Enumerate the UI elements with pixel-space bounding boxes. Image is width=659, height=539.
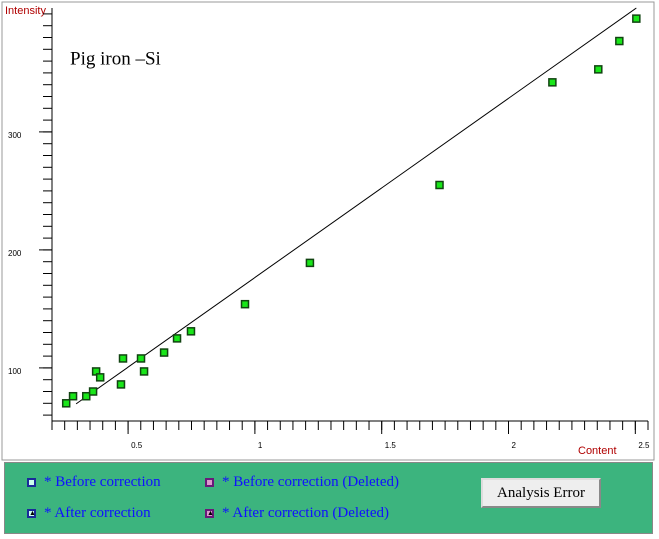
point bbox=[116, 380, 126, 389]
y-tick-label: 100 bbox=[8, 367, 22, 376]
x-tick-label: 2 bbox=[512, 441, 517, 450]
point bbox=[632, 14, 641, 23]
y-tick-label: 200 bbox=[8, 249, 22, 258]
analysis-error-button[interactable]: Analysis Error bbox=[481, 478, 601, 508]
point bbox=[240, 299, 250, 309]
legend-item: * Before correction bbox=[27, 474, 161, 491]
legend-text: * After correction (Deleted) bbox=[222, 505, 389, 521]
x-tick-label: 1 bbox=[258, 441, 263, 450]
chart: Intensity Content Pig iron –Si 0.5 1 1.5 2 2… bbox=[1, 1, 655, 461]
legend-item: ▲ * After correction bbox=[27, 505, 151, 522]
icon: ▲ bbox=[205, 509, 214, 518]
point bbox=[88, 387, 98, 396]
point bbox=[95, 373, 105, 382]
point bbox=[186, 327, 196, 336]
x-tick-label: 2.5 bbox=[638, 441, 650, 450]
point bbox=[81, 391, 91, 401]
icon bbox=[27, 478, 36, 487]
chart-frame bbox=[1, 1, 655, 461]
point bbox=[435, 180, 444, 190]
legend-item: * Before correction (Deleted) bbox=[205, 474, 399, 491]
point bbox=[159, 348, 169, 357]
x-tick-label: 1.5 bbox=[385, 441, 397, 450]
point bbox=[118, 354, 128, 363]
legend-item: ▲ * After correction (Deleted) bbox=[205, 505, 389, 522]
point bbox=[172, 334, 182, 343]
point bbox=[61, 399, 71, 408]
legend-text: * Before correction bbox=[44, 474, 161, 490]
y-tick-label: 300 bbox=[8, 131, 22, 140]
point bbox=[615, 36, 624, 46]
legend-panel: * Before correction * Before correction … bbox=[4, 462, 653, 534]
icon bbox=[205, 478, 214, 487]
x-tick-label: 0.5 bbox=[131, 441, 143, 450]
point bbox=[139, 367, 149, 376]
fit-line bbox=[75, 7, 637, 405]
y-axis-label: Intensity bbox=[5, 5, 46, 17]
point bbox=[68, 391, 78, 401]
x-axis-label: Content bbox=[578, 445, 617, 457]
legend-text: * Before correction (Deleted) bbox=[222, 474, 399, 490]
point bbox=[548, 78, 557, 87]
legend-text: * After correction bbox=[44, 505, 151, 521]
icon: ▲ bbox=[27, 509, 36, 518]
annotation: Pig iron –Si bbox=[70, 48, 161, 69]
point bbox=[594, 65, 603, 74]
point bbox=[305, 258, 315, 268]
point bbox=[136, 354, 146, 363]
